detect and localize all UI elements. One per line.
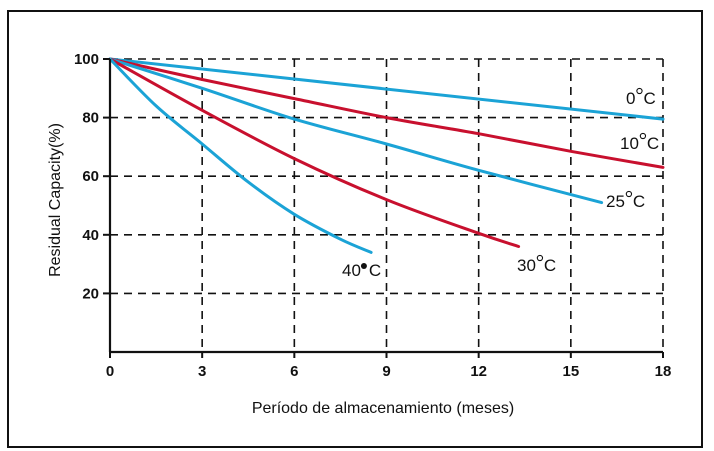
- x-tick-label-18: 18: [655, 363, 672, 380]
- series-line-4: [108, 57, 373, 254]
- y-tick-label-100: 100: [74, 51, 99, 68]
- series-label-unit: C: [369, 261, 381, 280]
- series-label-number: 40: [342, 261, 361, 280]
- series-label-unit: C: [643, 89, 655, 108]
- dot-symbol: [360, 263, 367, 269]
- series-label-number: 30: [517, 256, 536, 275]
- y-tick-label-80: 80: [82, 110, 99, 127]
- x-tick-label-9: 9: [382, 363, 390, 380]
- x-axis-title: Período de almacenamiento (meses): [252, 400, 514, 417]
- series-layer: [108, 57, 665, 254]
- series-line-3: [108, 57, 521, 248]
- y-tick-label-20: 20: [82, 285, 99, 302]
- chart-frame: [7, 10, 703, 448]
- x-tick-label-12: 12: [470, 363, 487, 380]
- series-label-2: 25 C: [606, 190, 645, 211]
- x-tick-label-0: 0: [106, 363, 114, 380]
- degree-symbol: [625, 190, 633, 198]
- series-label-unit: C: [544, 256, 556, 275]
- labels-layer: 0 C10 C25 C30 C40 C: [342, 87, 659, 280]
- series-label-4: 40 C: [342, 261, 381, 280]
- x-tick-label-6: 6: [290, 363, 298, 380]
- series-label-1: 10 C: [620, 132, 659, 153]
- series-label-number: 25: [606, 192, 625, 211]
- x-tick-label-15: 15: [562, 363, 579, 380]
- y-tick-label-40: 40: [82, 227, 99, 244]
- series-line-1: [108, 57, 665, 169]
- series-label-number: 10: [620, 134, 639, 153]
- series-label-3: 30 C: [517, 254, 556, 275]
- series-line-2: [108, 57, 604, 205]
- y-axis-title: Residual Capacity(%): [47, 123, 64, 277]
- x-tick-label-3: 3: [198, 363, 206, 380]
- series-label-unit: C: [633, 192, 645, 211]
- series-label-number: 0: [626, 89, 635, 108]
- degree-symbol: [636, 87, 643, 95]
- degree-symbol: [639, 132, 647, 140]
- degree-symbol: [536, 254, 544, 262]
- series-line-0: [108, 57, 665, 121]
- y-tick-label-60: 60: [82, 168, 99, 185]
- grid-layer: [110, 58, 664, 352]
- series-label-unit: C: [647, 134, 659, 153]
